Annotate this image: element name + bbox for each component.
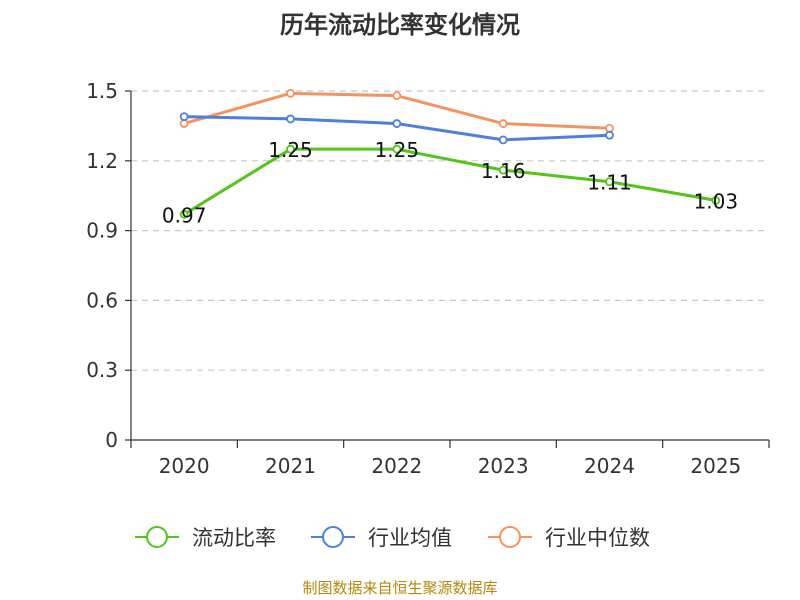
y-tick-label: 1.2 bbox=[86, 149, 118, 173]
data-label: 1.16 bbox=[481, 159, 526, 183]
x-tick-label: 2020 bbox=[159, 454, 210, 478]
x-tick-label: 2024 bbox=[584, 454, 635, 478]
y-tick-label: 0 bbox=[105, 428, 118, 452]
legend-label: 行业均值 bbox=[368, 526, 452, 550]
data-point-0 bbox=[711, 195, 721, 205]
data-label: 1.25 bbox=[375, 138, 420, 162]
legend-swatch-marker bbox=[146, 526, 168, 548]
data-point-2 bbox=[498, 119, 508, 128]
legend-label: 行业中位数 bbox=[545, 526, 650, 550]
data-point-2 bbox=[392, 91, 402, 101]
data-point-2 bbox=[605, 123, 614, 133]
data-point-0 bbox=[392, 144, 402, 154]
y-tick-label: 1.5 bbox=[86, 79, 118, 103]
data-point-0 bbox=[179, 209, 189, 219]
y-tick-label: 0.6 bbox=[86, 288, 118, 312]
legend-swatch-marker bbox=[322, 526, 344, 548]
legend-label: 流动比率 bbox=[192, 526, 276, 550]
data-point-2 bbox=[286, 88, 295, 98]
data-point-0 bbox=[286, 144, 295, 154]
series-layer bbox=[179, 88, 721, 219]
data-point-2 bbox=[179, 119, 189, 128]
legend: 流动比率 行业均值 行业中位数 bbox=[135, 526, 650, 550]
axis-layer: 0 0.3 0.6 0.9 1.2 1.5 2020 2021 2022 2023 2024 2025 bbox=[86, 79, 770, 478]
data-label: 1.03 bbox=[694, 189, 739, 213]
data-point-1 bbox=[392, 119, 402, 128]
data-point-1 bbox=[498, 135, 508, 145]
data-label: 0.97 bbox=[162, 203, 207, 227]
legend-swatch-marker bbox=[499, 526, 521, 548]
source-note: 制图数据来自恒生聚源数据库 bbox=[302, 579, 497, 597]
y-tick-label: 0.9 bbox=[86, 219, 118, 243]
data-label: 1.11 bbox=[587, 171, 632, 195]
x-tick-label: 2025 bbox=[690, 454, 741, 478]
x-tick-label: 2022 bbox=[371, 454, 422, 478]
x-tick-label: 2023 bbox=[478, 454, 529, 478]
chart-title: 历年流动比率变化情况 bbox=[280, 11, 520, 39]
data-label: 1.25 bbox=[268, 138, 313, 162]
data-point-0 bbox=[605, 177, 614, 187]
data-point-1 bbox=[605, 130, 614, 140]
series-line-0 bbox=[183, 147, 717, 216]
y-tick-label: 0.3 bbox=[86, 358, 118, 382]
data-point-1 bbox=[179, 112, 189, 121]
data-point-1 bbox=[286, 114, 295, 124]
data-label-layer: 0.97 1.25 1.25 1.16 1.11 1.03 bbox=[162, 138, 738, 227]
data-point-0 bbox=[498, 165, 508, 175]
x-tick-label: 2021 bbox=[265, 454, 316, 478]
